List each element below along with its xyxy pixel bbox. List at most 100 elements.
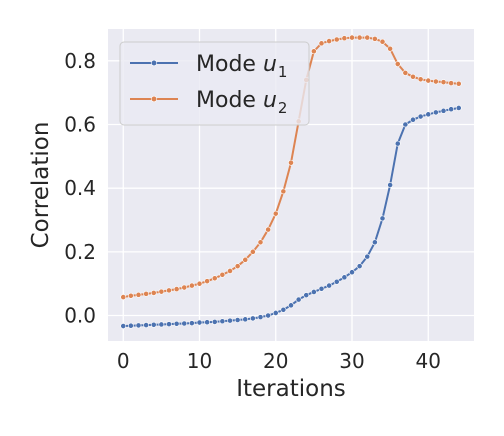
data-point [166, 321, 172, 328]
y-tick-label: 0.8 [64, 49, 96, 73]
data-point [196, 280, 203, 287]
data-point [455, 80, 462, 87]
data-point [448, 106, 455, 113]
data-point [448, 80, 455, 87]
data-point [227, 317, 233, 324]
data-point [211, 275, 218, 282]
data-point [120, 294, 127, 300]
data-point [249, 248, 256, 255]
data-point [204, 319, 211, 326]
data-point [432, 109, 439, 116]
data-point [356, 34, 363, 41]
data-point [120, 323, 127, 329]
data-point [204, 278, 211, 285]
data-point [333, 36, 340, 43]
data-point [211, 318, 218, 325]
data-point [417, 76, 424, 83]
data-point [272, 310, 279, 316]
data-point [173, 286, 180, 293]
data-point [341, 35, 348, 42]
data-point [280, 306, 287, 313]
tick-labels: 0 10 20 30 40 0.0 0.2 0.4 0.6 0.8 [64, 49, 441, 373]
data-point [326, 38, 333, 44]
data-point [326, 282, 333, 289]
data-point [333, 278, 340, 285]
data-point [234, 317, 241, 323]
x-axis-label: Iterations [236, 376, 346, 402]
data-point [257, 239, 264, 246]
y-tick-label: 0.2 [64, 240, 96, 264]
data-point [402, 121, 409, 128]
data-point [143, 290, 150, 297]
data-point [257, 314, 264, 321]
data-point [318, 285, 325, 292]
legend-swatch-marker [150, 95, 158, 103]
data-point [143, 322, 150, 328]
data-point [379, 38, 386, 45]
data-point [135, 322, 142, 329]
data-point [280, 188, 287, 195]
data-point [127, 292, 134, 299]
data-point [135, 291, 142, 298]
data-point [265, 226, 272, 233]
data-point [410, 73, 416, 80]
x-tick-label: 20 [263, 349, 288, 373]
data-point [356, 263, 363, 270]
data-point [288, 159, 294, 166]
series-group [120, 34, 462, 329]
y-tick-label: 0.6 [64, 113, 96, 137]
legend-swatch-marker [150, 59, 158, 67]
data-point [341, 274, 348, 281]
data-point [440, 107, 447, 114]
x-tick-label: 0 [117, 349, 130, 373]
x-tick-label: 30 [339, 349, 364, 373]
data-point [288, 302, 294, 309]
y-tick-label: 0.0 [64, 304, 96, 328]
data-point [379, 215, 386, 222]
data-point [166, 287, 172, 294]
data-point [349, 34, 355, 41]
data-point [387, 182, 394, 188]
data-point [181, 284, 188, 291]
data-point [303, 292, 310, 299]
data-point [188, 320, 195, 327]
legend-item: Mode u1 [130, 52, 287, 81]
data-point [196, 319, 203, 326]
data-point [455, 105, 462, 111]
legend-label: Mode u1 [196, 52, 287, 81]
data-point [394, 140, 401, 147]
data-point [173, 320, 180, 327]
data-point [310, 289, 317, 295]
data-point [410, 116, 416, 123]
data-point [425, 111, 432, 118]
data-point [394, 61, 401, 67]
data-point [310, 48, 317, 55]
legend-item: Mode u2 [130, 88, 287, 117]
data-point [371, 35, 378, 42]
data-point [417, 113, 424, 120]
data-point [402, 70, 409, 76]
data-point [234, 263, 241, 270]
data-point [425, 77, 432, 84]
x-tick-label: 10 [187, 349, 212, 373]
x-tick-label: 40 [416, 349, 441, 373]
data-point [219, 318, 226, 325]
data-point [249, 315, 256, 322]
data-point [127, 322, 134, 329]
data-point [440, 79, 447, 86]
data-point [371, 239, 378, 246]
data-point [219, 271, 226, 278]
y-tick-label: 0.4 [64, 176, 96, 200]
y-axis-label: Correlation [28, 122, 54, 249]
data-point [150, 290, 157, 296]
data-point [364, 34, 371, 41]
data-point [432, 78, 439, 85]
data-point [387, 45, 394, 52]
data-point [181, 320, 188, 327]
data-point [364, 253, 371, 260]
data-point [150, 321, 157, 328]
data-point [295, 296, 302, 303]
data-point [265, 312, 272, 319]
